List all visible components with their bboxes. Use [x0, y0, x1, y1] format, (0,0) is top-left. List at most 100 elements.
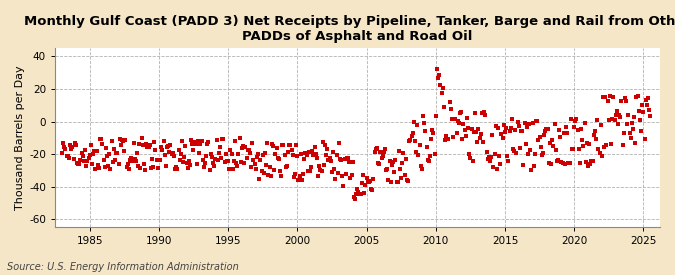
Point — [641, 98, 651, 102]
Point — [68, 156, 79, 161]
Point — [464, 152, 475, 156]
Point — [524, 122, 535, 126]
Point — [355, 192, 366, 196]
Point — [586, 159, 597, 163]
Point — [602, 99, 613, 103]
Point — [163, 143, 173, 148]
Point — [252, 152, 263, 156]
Point — [454, 111, 465, 115]
Point — [292, 154, 302, 159]
Point — [361, 175, 372, 180]
Point — [119, 149, 130, 153]
Point — [437, 86, 448, 90]
Point — [545, 141, 556, 145]
Point — [342, 156, 352, 161]
Point — [293, 177, 304, 182]
Point — [173, 147, 184, 152]
Point — [394, 149, 404, 153]
Point — [577, 138, 588, 142]
Point — [498, 122, 509, 127]
Point — [397, 161, 408, 165]
Point — [603, 118, 614, 122]
Point — [576, 127, 587, 131]
Point — [511, 150, 522, 155]
Point — [452, 119, 463, 123]
Point — [109, 147, 119, 151]
Point — [130, 159, 141, 163]
Point — [299, 156, 310, 161]
Point — [550, 148, 561, 152]
Point — [481, 150, 492, 154]
Point — [340, 172, 351, 176]
Point — [405, 138, 416, 142]
Point — [448, 134, 458, 139]
Point — [95, 137, 105, 142]
Point — [426, 137, 437, 141]
Point — [570, 119, 580, 123]
Point — [312, 156, 323, 160]
Point — [205, 168, 215, 172]
Point — [232, 163, 243, 168]
Point — [529, 163, 539, 168]
Point — [589, 133, 599, 138]
Text: Source: U.S. Energy Information Administration: Source: U.S. Energy Information Administ… — [7, 262, 238, 272]
Point — [78, 154, 88, 158]
Point — [136, 136, 147, 141]
Point — [527, 121, 538, 125]
Point — [530, 152, 541, 156]
Point — [547, 138, 558, 142]
Point — [323, 158, 334, 163]
Point — [617, 143, 628, 147]
Point — [150, 148, 161, 152]
Point — [103, 164, 113, 169]
Point — [539, 133, 549, 138]
Point — [597, 95, 608, 100]
Point — [314, 164, 325, 168]
Point — [593, 147, 604, 151]
Point — [368, 177, 379, 182]
Point — [624, 131, 635, 135]
Point — [360, 183, 371, 188]
Point — [462, 116, 472, 120]
Point — [566, 117, 576, 121]
Point — [75, 158, 86, 163]
Point — [321, 153, 331, 158]
Point — [264, 164, 275, 169]
Point — [641, 103, 652, 107]
Point — [371, 147, 381, 152]
Point — [113, 162, 124, 166]
Point — [111, 151, 122, 156]
Point — [353, 190, 364, 194]
Point — [500, 130, 510, 134]
Point — [607, 117, 618, 121]
Point — [83, 156, 94, 161]
Point — [585, 162, 596, 166]
Point — [460, 134, 471, 138]
Point — [625, 136, 636, 140]
Point — [597, 154, 608, 158]
Point — [558, 161, 568, 165]
Point — [156, 144, 167, 149]
Point — [267, 142, 277, 146]
Point — [117, 139, 128, 143]
Point — [350, 197, 360, 201]
Point — [159, 153, 170, 157]
Point — [86, 142, 97, 147]
Point — [442, 137, 453, 141]
Point — [226, 152, 237, 156]
Point — [84, 153, 95, 158]
Point — [621, 99, 632, 103]
Point — [434, 73, 445, 78]
Point — [244, 151, 255, 155]
Point — [404, 138, 414, 143]
Point — [495, 162, 506, 166]
Point — [195, 142, 206, 146]
Point — [252, 155, 263, 159]
Point — [633, 109, 644, 113]
Point — [408, 120, 419, 125]
Point — [255, 158, 266, 162]
Point — [399, 173, 410, 177]
Point — [345, 176, 356, 180]
Point — [236, 160, 246, 165]
Point — [70, 143, 81, 148]
